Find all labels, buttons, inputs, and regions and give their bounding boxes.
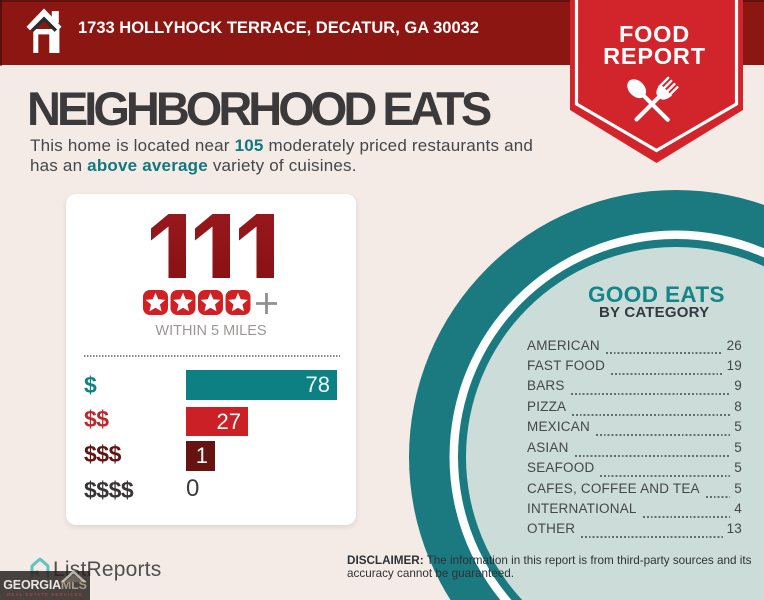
svg-text:REPORT: REPORT	[603, 43, 706, 69]
svg-text:FOOD: FOOD	[619, 21, 690, 47]
